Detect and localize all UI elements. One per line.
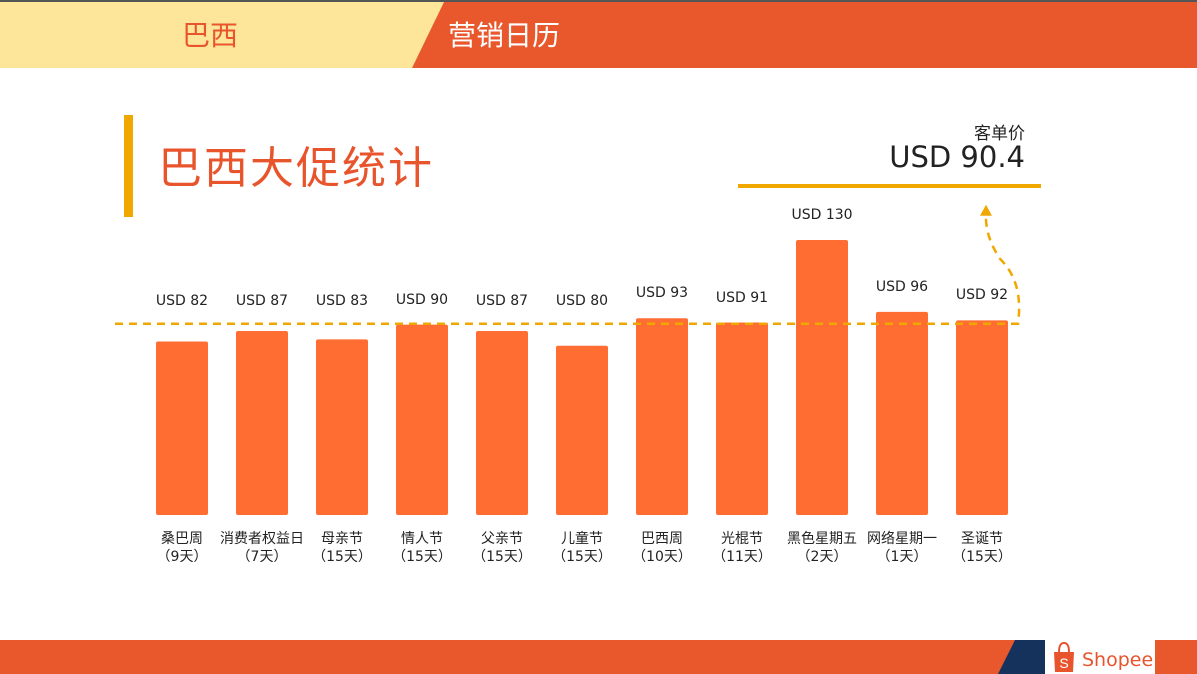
value-label: USD 93 <box>635 285 689 302</box>
value-label: USD 80 <box>555 293 609 309</box>
page-title: 巴西大促统计 <box>158 143 434 194</box>
category-duration: （9天） <box>156 549 208 565</box>
category-name: 桑巴周 <box>161 531 203 547</box>
header-banner <box>0 0 1197 68</box>
bar-4 <box>476 330 528 515</box>
bar-5 <box>556 345 608 515</box>
bar-9 <box>876 311 928 515</box>
country-label: 巴西 <box>181 19 238 52</box>
aov-underline <box>738 184 1041 188</box>
arrow-up-icon <box>980 204 992 216</box>
value-label: USD 83 <box>315 293 369 309</box>
svg-text:S: S <box>1059 655 1068 671</box>
title-accent-bar <box>124 115 133 217</box>
category-label: 母亲节 （15天） <box>287 530 397 566</box>
category-label: 消费者权益日 （7天） <box>207 530 317 566</box>
category-duration: （2天） <box>796 549 848 565</box>
bar-3 <box>396 324 448 515</box>
category-duration: （10天） <box>632 549 692 565</box>
value-label: USD 130 <box>791 207 853 223</box>
category-label: 黑色星期五 （2天） <box>767 530 877 566</box>
category-duration: （15天） <box>392 549 452 565</box>
category-name: 黑色星期五 <box>787 531 857 547</box>
category-label: 情人节 （15天） <box>367 530 477 566</box>
section-title: 营销日历 <box>448 19 561 52</box>
value-label: USD 96 <box>875 278 929 295</box>
average-reference-line <box>115 211 1021 326</box>
value-label: USD 91 <box>715 289 769 306</box>
bar-8 <box>796 240 848 515</box>
shopee-bag-icon: S <box>1054 641 1074 672</box>
footer-band: S <box>0 638 1197 674</box>
value-label: USD 87 <box>475 293 529 309</box>
value-label: USD 90 <box>395 291 449 308</box>
value-label: USD 87 <box>235 293 289 309</box>
aov-label: 客单价 <box>974 124 1025 144</box>
bar-10 <box>956 320 1008 515</box>
category-duration: （15天） <box>952 549 1012 565</box>
value-label: USD 92 <box>955 287 1009 304</box>
category-name: 圣诞节 <box>961 531 1003 547</box>
category-name: 网络星期一 <box>867 531 937 547</box>
category-name: 母亲节 <box>321 531 363 547</box>
category-duration: （11天） <box>712 549 772 565</box>
category-name: 光棍节 <box>721 531 763 547</box>
category-name: 情人节 <box>401 531 443 547</box>
category-duration: （7天） <box>236 549 288 565</box>
bar-7 <box>716 322 768 515</box>
category-label: 巴西周 （10天） <box>607 530 717 566</box>
category-label: 儿童节 （15天） <box>527 530 637 566</box>
category-name: 父亲节 <box>481 531 523 547</box>
category-name: 巴西周 <box>641 531 683 547</box>
shopee-logo-text: Shopee <box>1082 649 1154 671</box>
aov-value: USD 90.4 <box>889 140 1025 174</box>
category-label: 圣诞节 （15天） <box>927 530 1037 566</box>
bar-6 <box>636 318 688 515</box>
category-name: 消费者权益日 <box>220 531 304 547</box>
category-label: 网络星期一 （1天） <box>847 530 957 566</box>
bar-2 <box>316 339 368 515</box>
value-label: USD 82 <box>155 293 209 309</box>
category-label: 桑巴周 （9天） <box>127 530 237 566</box>
category-label: 光棍节 （11天） <box>687 530 797 566</box>
category-label: 父亲节 （15天） <box>447 530 557 566</box>
category-duration: （15天） <box>312 549 372 565</box>
bar-chart <box>115 204 1021 515</box>
category-duration: （15天） <box>552 549 612 565</box>
category-duration: （1天） <box>876 549 928 565</box>
category-duration: （15天） <box>472 549 532 565</box>
category-name: 儿童节 <box>561 531 603 547</box>
bar-0 <box>156 341 208 515</box>
bar-1 <box>236 330 288 515</box>
